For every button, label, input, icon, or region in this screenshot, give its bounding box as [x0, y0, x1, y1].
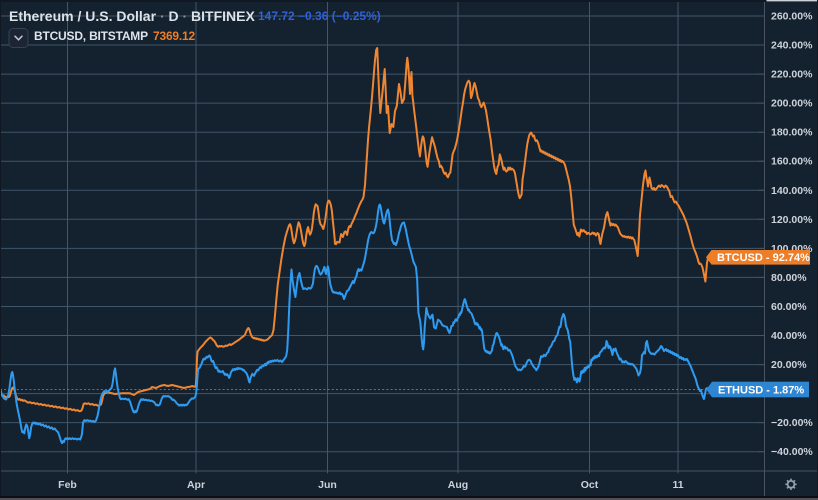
svg-text:BTCUSD, BITSTAMP: BTCUSD, BITSTAMP: [34, 29, 148, 43]
svg-text:260.00%: 260.00%: [771, 11, 813, 23]
svg-text:Ethereum / U.S. Dollar · D · B: Ethereum / U.S. Dollar · D · BITFINEX: [9, 8, 256, 24]
svg-text:80.00%: 80.00%: [771, 272, 807, 284]
svg-text:Feb: Feb: [58, 479, 77, 491]
svg-text:11: 11: [672, 479, 683, 491]
svg-text:ETHUSD - 1.87%: ETHUSD - 1.87%: [718, 384, 804, 396]
svg-text:160.00%: 160.00%: [771, 156, 813, 168]
svg-text:40.00%: 40.00%: [771, 330, 807, 342]
svg-text:240.00%: 240.00%: [771, 40, 813, 52]
svg-text:200.00%: 200.00%: [771, 98, 813, 110]
svg-text:BTCUSD - 92.74%: BTCUSD - 92.74%: [717, 252, 810, 264]
svg-text:Aug: Aug: [448, 479, 468, 491]
svg-text:220.00%: 220.00%: [771, 69, 813, 81]
svg-text:−40.00%: −40.00%: [771, 446, 813, 458]
svg-text:Oct: Oct: [581, 479, 599, 491]
svg-text:140.00%: 140.00%: [771, 185, 813, 197]
svg-text:120.00%: 120.00%: [771, 214, 813, 226]
svg-text:Jun: Jun: [318, 479, 337, 491]
svg-text:20.00%: 20.00%: [771, 359, 807, 371]
svg-text:180.00%: 180.00%: [771, 127, 813, 139]
svg-text:Apr: Apr: [187, 479, 205, 491]
svg-text:−20.00%: −20.00%: [771, 417, 813, 429]
svg-text:7369.12: 7369.12: [153, 29, 196, 43]
svg-text:60.00%: 60.00%: [771, 301, 807, 313]
svg-text:147.72 −0.36 (−0.25%): 147.72 −0.36 (−0.25%): [258, 9, 381, 23]
